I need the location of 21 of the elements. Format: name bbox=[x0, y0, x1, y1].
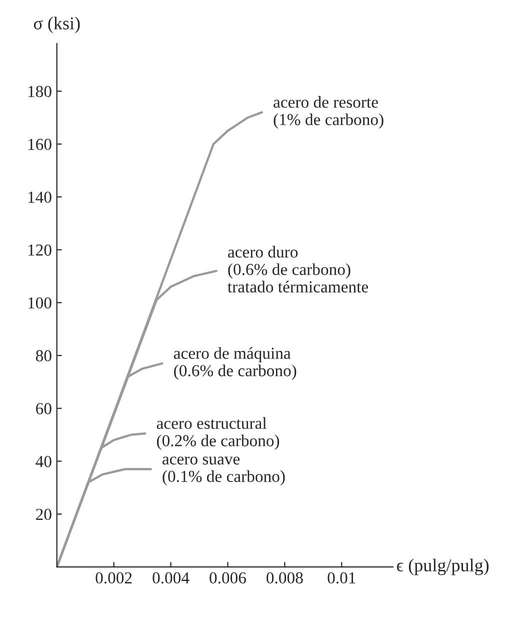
y-tick-label: 120 bbox=[28, 244, 52, 256]
y-tick-label: 40 bbox=[36, 456, 52, 468]
y-tick-label: 60 bbox=[36, 403, 52, 414]
y-tick-label: 180 bbox=[28, 86, 52, 98]
annotation: acero duro (0.6% de carbono) tratado térmicamente bbox=[228, 246, 368, 293]
y-tick-label: 140 bbox=[28, 192, 52, 203]
annotation: acero suave (0.1% de carbono) bbox=[162, 456, 285, 486]
x-tick-label: 0.008 bbox=[266, 572, 303, 584]
y-tick-label: 100 bbox=[28, 297, 52, 309]
x-tick-label: 0.002 bbox=[96, 572, 132, 584]
x-axis-title: ϵ (pulg/pulg) bbox=[396, 558, 489, 576]
annotation: acero de máquina (0.6% de carbono) bbox=[174, 347, 296, 380]
y-tick-label: 160 bbox=[28, 138, 52, 150]
annotation: acero estructural (0.2% de carbono) bbox=[156, 417, 280, 450]
x-tick-label: 0.01 bbox=[328, 572, 356, 584]
y-tick-label: 20 bbox=[36, 508, 52, 520]
y-axis-title: σ (ksi) bbox=[34, 16, 80, 34]
annotation: acero de resorte (1% de carbono) bbox=[274, 96, 384, 129]
x-tick-label: 0.006 bbox=[210, 572, 246, 584]
x-tick-label: 0.004 bbox=[152, 572, 190, 584]
y-tick-label: 80 bbox=[36, 350, 52, 362]
